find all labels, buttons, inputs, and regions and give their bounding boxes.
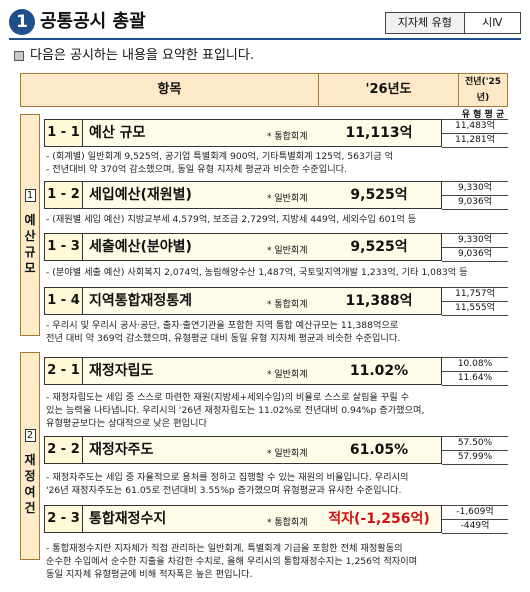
table-row: 1 - 2 세입예산(재원별) * 일반회계 9,525억 9,330억 9,036억 bbox=[44, 181, 508, 210]
row-note: - 우리시 및 우리시 공사·공단, 출자·출연기관을 포함한 지역 통합 예산… bbox=[46, 320, 401, 344]
row-accounting-tag: * 일반회계 bbox=[267, 370, 308, 380]
row-value: 11,388억 bbox=[345, 293, 413, 309]
row-index: 1 - 1 bbox=[45, 120, 83, 146]
section-title: 공통공시 총괄 bbox=[40, 11, 146, 32]
row-prev-year: 57.50% bbox=[442, 436, 508, 450]
col-type-average: 유 형 평 균 bbox=[461, 110, 505, 120]
section-char: 여 bbox=[24, 485, 36, 499]
row-name: 재정자립도 bbox=[89, 363, 154, 379]
col-item: 항목 bbox=[21, 74, 319, 106]
intro-label: 다음은 공시하는 내용을 요약한 표입니다. bbox=[30, 48, 254, 63]
row-name: 재정자주도 bbox=[89, 442, 154, 458]
table-row: 2 - 3 통합재정수지 * 통합회계 적자(-1,256억) -1,609억 -449… bbox=[44, 505, 508, 534]
row-accounting-tag: * 통합회계 bbox=[267, 518, 308, 528]
section-num: 2 bbox=[24, 429, 36, 442]
row-name: 지역통합재정통계 bbox=[89, 293, 193, 309]
row-type-average: 9,036억 bbox=[442, 247, 508, 262]
row-value: 61.05% bbox=[349, 442, 409, 458]
row-prev-year: 11,483억 bbox=[442, 119, 508, 133]
row-type-average: 11.64% bbox=[442, 371, 508, 386]
row-value: 적자(-1,256억) bbox=[328, 511, 430, 527]
table-row: 1 - 4 지역통합재정통계 * 통합회계 11,388억 11,757억 11,555… bbox=[44, 287, 508, 316]
header-divider bbox=[9, 38, 521, 40]
row-type-average: -449억 bbox=[442, 519, 508, 534]
row-value: 11.02% bbox=[349, 363, 409, 379]
section-num: 1 bbox=[24, 189, 36, 202]
row-type-average: 57.99% bbox=[442, 450, 508, 465]
section-char: 모 bbox=[24, 261, 36, 275]
section-label-budget: 1 예 산 규 모 bbox=[20, 114, 40, 336]
row-index: 2 - 2 bbox=[45, 437, 83, 463]
row-prev-year: 9,330억 bbox=[442, 181, 508, 195]
row-name: 세입예산(재원별) bbox=[89, 187, 192, 203]
row-note: - 통합재정수지란 지자체가 직접 관리하는 일반회계, 특별회계 기금을 포함… bbox=[46, 543, 418, 580]
row-name: 세출예산(분야별) bbox=[89, 239, 192, 255]
square-bullet-icon bbox=[14, 51, 24, 61]
col-prev: 전년('25년) 유 형 평 균 bbox=[459, 74, 507, 120]
section-char: 재 bbox=[24, 453, 36, 467]
region-type-box: 지자체 유형 시Ⅳ bbox=[385, 12, 521, 34]
row-index: 1 - 3 bbox=[45, 234, 83, 260]
row-value: 9,525억 bbox=[350, 239, 408, 255]
table-header: 항목 '26년도 전년('25년) 유 형 평 균 bbox=[20, 73, 508, 120]
row-prev-year: 9,330억 bbox=[442, 233, 508, 247]
row-note: - (재원별 세입 예산) 지방교부세 4,579억, 보조금 2,729억, … bbox=[46, 214, 417, 225]
row-accounting-tag: * 일반회계 bbox=[267, 194, 308, 204]
table-row: 1 - 3 세출예산(분야별) * 일반회계 9,525억 9,330억 9,036억 bbox=[44, 233, 508, 262]
row-name: 예산 규모 bbox=[89, 125, 146, 141]
col-current: '26년도 bbox=[319, 74, 459, 106]
section-label-finance: 2 재 정 여 건 bbox=[20, 352, 40, 560]
row-prev-year: 11,757억 bbox=[442, 287, 508, 301]
intro-text: 다음은 공시하는 내용을 요약한 표입니다. bbox=[14, 47, 254, 65]
row-index: 2 - 1 bbox=[45, 358, 83, 384]
table-row: 2 - 1 재정자립도 * 일반회계 11.02% 10.08% 11.64% bbox=[44, 357, 508, 386]
region-type-label: 지자체 유형 bbox=[386, 13, 465, 33]
section-char: 규 bbox=[24, 245, 36, 259]
col-prev-year: 전년('25년) bbox=[459, 74, 507, 107]
section-char: 건 bbox=[24, 501, 36, 515]
row-type-average: 11,281억 bbox=[442, 133, 508, 148]
section-header: 1 공통공시 총괄 지자체 유형 시Ⅳ bbox=[0, 0, 530, 44]
table-row: 2 - 2 재정자주도 * 일반회계 61.05% 57.50% 57.99% bbox=[44, 436, 508, 465]
row-name: 통합재정수지 bbox=[89, 511, 167, 527]
row-note: - 재정자주도는 세입 중 자율적으로 용처를 정하고 집행할 수 있는 재원의… bbox=[46, 472, 409, 496]
section-char: 정 bbox=[24, 469, 36, 483]
table-row: 1 - 1 예산 규모 * 통합회계 11,113억 11,483억 11,281억 bbox=[44, 119, 508, 148]
row-note: - (분야별 세출 예산) 사회복지 2,074억, 농림해양수산 1,487억… bbox=[46, 267, 468, 278]
section-number-badge: 1 bbox=[9, 9, 35, 35]
row-accounting-tag: * 일반회계 bbox=[267, 449, 308, 459]
section-char: 예 bbox=[24, 213, 36, 227]
row-accounting-tag: * 일반회계 bbox=[267, 246, 308, 256]
row-value: 9,525억 bbox=[350, 187, 408, 203]
row-accounting-tag: * 통합회계 bbox=[267, 300, 308, 310]
row-index: 1 - 4 bbox=[45, 288, 83, 314]
row-prev-year: 10.08% bbox=[442, 357, 508, 371]
row-note: - 재정자립도는 세입 중 스스로 마련한 재원(지방세+세외수입)의 비율로 … bbox=[46, 392, 425, 429]
row-type-average: 11,555억 bbox=[442, 301, 508, 316]
row-value: 11,113억 bbox=[345, 125, 413, 141]
row-note: - (회계별) 일반회계 9,525억, 공기업 특별회계 900억, 기타특별… bbox=[46, 151, 394, 175]
row-type-average: 9,036억 bbox=[442, 195, 508, 210]
row-accounting-tag: * 통합회계 bbox=[267, 132, 308, 142]
section-char: 산 bbox=[24, 229, 36, 243]
region-type-value: 시Ⅳ bbox=[482, 16, 503, 29]
row-index: 1 - 2 bbox=[45, 182, 83, 208]
row-index: 2 - 3 bbox=[45, 506, 83, 532]
row-prev-year: -1,609억 bbox=[442, 505, 508, 519]
